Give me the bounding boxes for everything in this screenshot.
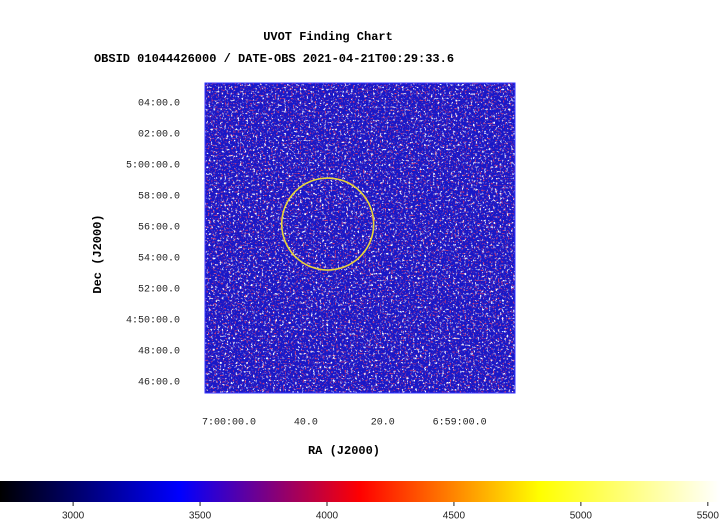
y-tick-label: 52:00.0 xyxy=(138,285,180,296)
y-tick-label: 04:00.0 xyxy=(138,98,180,109)
x-tick-label: 6:59:00.0 xyxy=(433,418,487,429)
y-tick-label: 02:00.0 xyxy=(138,130,180,141)
star-field xyxy=(205,83,515,393)
chart-title: UVOT Finding Chart xyxy=(263,30,393,44)
x-axis-label: RA (J2000) xyxy=(308,444,380,458)
chart-subtitle: OBSID 01044426000 / DATE-OBS 2021-04-21T… xyxy=(94,52,454,66)
y-tick-label: 5:00:00.0 xyxy=(126,161,180,172)
y-tick-label: 48:00.0 xyxy=(138,347,180,358)
colorbar-tick-label: 5500 xyxy=(697,511,720,521)
colorbar-tick-label: 5000 xyxy=(570,511,593,521)
colorbar-tick-label: 3000 xyxy=(62,511,85,521)
y-axis-label: Dec (J2000) xyxy=(91,214,105,293)
source-region xyxy=(280,177,375,271)
y-tick-label: 56:00.0 xyxy=(138,223,180,234)
colorbar xyxy=(0,481,720,502)
colorbar-tick-label: 4500 xyxy=(443,511,466,521)
y-tick-label: 54:00.0 xyxy=(138,254,180,265)
image-frame xyxy=(204,82,516,394)
x-tick-label: 7:00:00.0 xyxy=(202,418,256,429)
y-tick-label: 58:00.0 xyxy=(138,192,180,203)
y-tick-label: 4:50:00.0 xyxy=(126,316,180,327)
colorbar-tick-label: 4000 xyxy=(316,511,339,521)
x-tick-label: 40.0 xyxy=(294,418,318,429)
colorbar-tick-label: 3500 xyxy=(189,511,212,521)
x-tick-label: 20.0 xyxy=(371,418,395,429)
y-tick-label: 46:00.0 xyxy=(138,378,180,389)
